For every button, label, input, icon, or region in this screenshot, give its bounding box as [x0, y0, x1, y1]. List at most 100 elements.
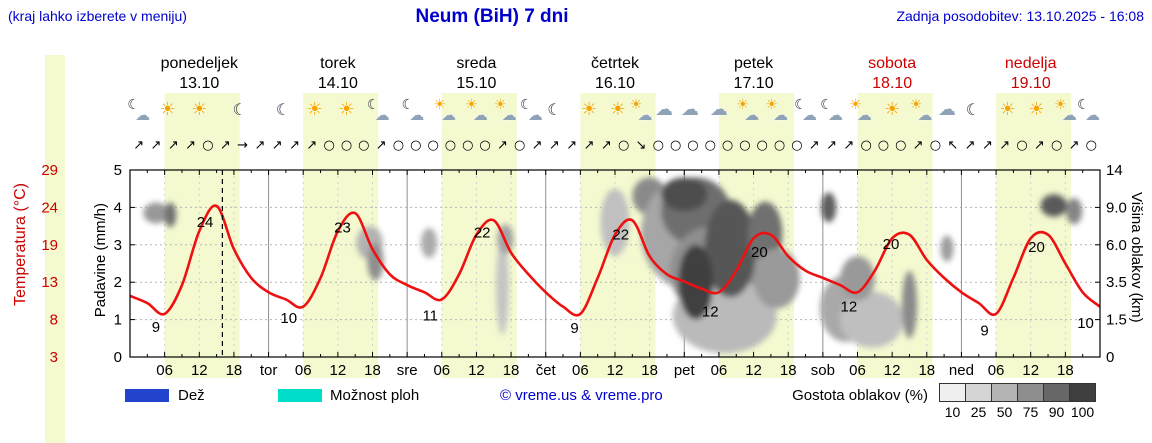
wind-symbol: ↗ [808, 138, 820, 153]
legend: Dež Možnost ploh © vreme.us & vreme.pro … [0, 382, 1152, 427]
cloudheight-tick: 3.5 [1106, 274, 1127, 291]
density-cell: 100 [1069, 383, 1096, 420]
cloudheight-tick: 6.0 [1106, 237, 1127, 254]
wind-symbol: ○ [323, 138, 335, 153]
x-hour-label: 12 [745, 362, 762, 379]
wind-symbol: ↘ [635, 138, 647, 153]
day-date: 17.10 [734, 75, 774, 92]
temp-tick: 3 [50, 349, 58, 366]
menu-hint: (kraj lahko izberete v meniju) [8, 8, 187, 24]
wind-symbol: ○ [202, 138, 214, 153]
wind-symbol: ○ [895, 138, 907, 153]
wind-symbol: ↗ [600, 138, 612, 153]
wind-symbol: ↗ [583, 138, 595, 153]
temp-value-label: 22 [474, 225, 491, 242]
wind-symbol: ○ [444, 138, 457, 153]
day-date: 18.10 [872, 75, 912, 92]
density-swatch-10 [939, 383, 966, 402]
wind-symbol: ○ [514, 138, 526, 153]
wind-symbol: ↗ [912, 138, 924, 153]
temp-value-label: 20 [883, 236, 900, 253]
x-hour-label: 18 [1057, 362, 1074, 379]
moon-icon: ☾ [232, 100, 247, 119]
day-name: nedelja [1005, 55, 1057, 72]
wind-symbol: ↗ [826, 138, 837, 153]
precip-tick: 1 [114, 312, 122, 329]
wind-symbols-row: ↗ ↗ ↗ ↗ ○ ↗ → ↗ ↗ ↗ ↗ ○ ○ ○ ↗ ○ ○ ○ ○ ○ ○ ↗ ○ ↗ ↗ ↗ ↗ ↗ ○ ↘ ○ ○ ○ ○ ○ ○ ○ ○ ○ ↗… [0, 138, 1152, 164]
x-day-label: tor [260, 362, 278, 379]
axis-ticks [130, 169, 1100, 358]
density-swatch-100 [1069, 383, 1096, 402]
left-accent-strip [45, 55, 65, 443]
rain-swatch [125, 389, 169, 402]
day-name: sobota [868, 55, 916, 72]
density-value: 100 [1070, 404, 1095, 420]
precip-tick: 3 [114, 237, 122, 254]
copyright-link[interactable]: © vreme.us & vreme.pro [500, 387, 663, 404]
temp-value-label: 9 [152, 319, 160, 336]
temp-tick: 29 [41, 162, 58, 179]
wind-symbol: ○ [773, 138, 786, 153]
moon-icon: ☾ [275, 100, 291, 119]
wind-symbol: → [237, 138, 249, 153]
precip-tick: 2 [114, 274, 122, 291]
temp-tick: 13 [41, 274, 58, 291]
x-hour-label: 06 [711, 362, 728, 379]
wind-symbol: ○ [756, 138, 768, 153]
wind-symbol: ○ [929, 138, 942, 153]
cloud-icon: ☁ [709, 99, 728, 120]
x-hour-label: 06 [572, 362, 589, 379]
moon-cloud-icon: ☾ ☁ [366, 97, 390, 124]
wind-symbol: ↗ [375, 138, 387, 153]
density-swatch-25 [965, 383, 992, 402]
moon-cloud-icon: ☾ ☁ [1077, 97, 1100, 124]
wind-symbol: ○ [479, 138, 491, 153]
wind-symbol: ↗ [566, 138, 578, 153]
moon-cloud-icon: ☾ ☁ [820, 97, 844, 124]
moon-cloud-icon: ☾ ☁ [519, 97, 543, 124]
wind-symbol: ○ [617, 138, 630, 153]
precip-tick: 4 [114, 199, 122, 216]
day-name: torek [320, 55, 357, 72]
sun-icon: ☀ [609, 99, 626, 120]
cloud-icon: ☁ [655, 99, 674, 120]
daylight-band [164, 93, 240, 378]
wind-symbol: ○ [791, 138, 803, 153]
cloud-cover-layer [143, 177, 1083, 354]
wind-symbol: ○ [1051, 138, 1063, 153]
density-cell: 75 [1017, 383, 1044, 420]
cloudheight-tick: 1.5 [1106, 312, 1127, 329]
density-swatch-90 [1043, 383, 1070, 402]
shower-swatch [278, 389, 322, 402]
x-day-label: sob [811, 362, 835, 379]
x-hour-label: 12 [1022, 362, 1039, 379]
temp-value-label: 23 [334, 220, 351, 237]
temp-value-label: 9 [570, 320, 578, 337]
wind-symbol: ○ [392, 138, 405, 153]
sun-cloud-icon: ☀ ☁ [909, 97, 933, 124]
sun-cloud-icon: ☀ ☁ [629, 97, 653, 124]
sun-icon: ☀ [999, 99, 1016, 120]
wind-symbol: ↗ [496, 138, 508, 153]
wind-symbol: ↗ [1033, 138, 1045, 153]
density-value: 25 [970, 404, 987, 420]
x-day-label: pet [674, 362, 696, 379]
sun-icon: ☀ [338, 99, 355, 120]
wind-symbol: ↗ [185, 138, 197, 153]
x-hour-label: 12 [607, 362, 624, 379]
sun-icon: ☀ [306, 99, 323, 120]
density-value: 50 [996, 404, 1013, 420]
wind-symbol: ○ [427, 138, 439, 153]
cloud-icon: ☁ [681, 99, 700, 120]
density-cell: 90 [1043, 383, 1070, 420]
shower-label: Možnost ploh [330, 387, 420, 404]
temp-tick: 8 [50, 312, 58, 329]
wind-symbol: ↖ [947, 138, 959, 153]
cloud-density-label: Gostota oblakov (%) [792, 387, 928, 404]
temp-value-label: 9 [980, 322, 988, 339]
moon-icon: ☾ [965, 100, 981, 119]
sun-icon: ☀ [884, 99, 901, 120]
cloudheight-tick: 9.0 [1106, 199, 1127, 216]
x-hour-label: 06 [433, 362, 450, 379]
density-cell: 50 [991, 383, 1018, 420]
